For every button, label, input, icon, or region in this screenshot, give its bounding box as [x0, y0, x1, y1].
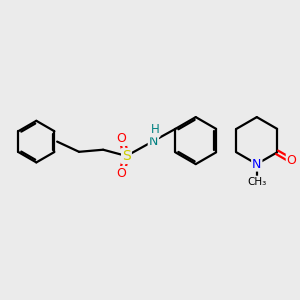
Text: N: N	[252, 158, 262, 171]
Text: O: O	[116, 167, 126, 180]
Text: O: O	[287, 154, 297, 167]
Text: CH₃: CH₃	[247, 176, 266, 187]
Text: S: S	[122, 149, 131, 163]
Text: O: O	[116, 132, 126, 145]
Text: N: N	[149, 135, 158, 148]
Text: H: H	[151, 124, 159, 136]
